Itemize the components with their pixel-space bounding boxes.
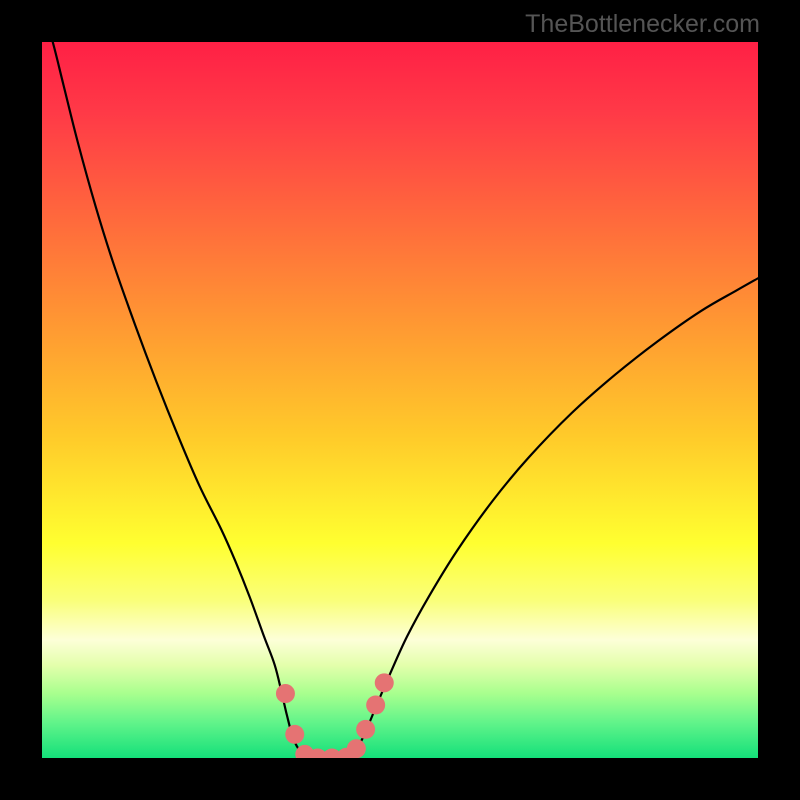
chart-frame: TheBottlenecker.com — [0, 0, 800, 800]
data-dot — [366, 696, 385, 715]
data-dot — [276, 684, 295, 703]
data-dot — [375, 673, 394, 692]
data-dot — [356, 720, 375, 739]
watermark-text: TheBottlenecker.com — [525, 10, 760, 39]
data-dot — [285, 725, 304, 744]
data-dot — [347, 739, 366, 758]
chart-canvas — [0, 0, 800, 800]
